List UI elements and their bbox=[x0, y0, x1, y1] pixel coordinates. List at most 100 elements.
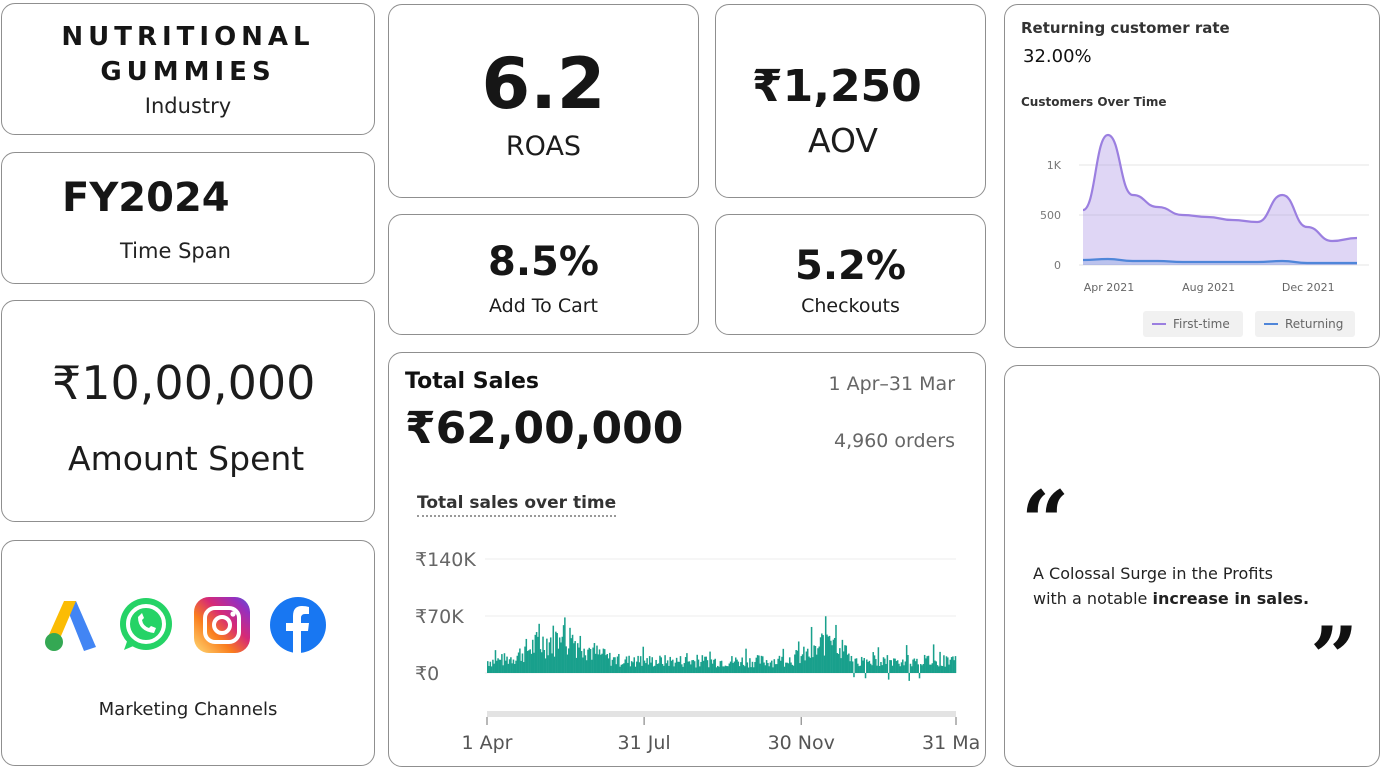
sales-bar bbox=[583, 648, 585, 673]
sales-bar bbox=[634, 666, 637, 673]
sales-bar bbox=[948, 664, 950, 673]
sales-bar bbox=[950, 657, 953, 673]
sales-bar bbox=[562, 625, 565, 673]
sales-bar bbox=[598, 649, 601, 673]
sales-bar bbox=[655, 659, 657, 673]
sales-bar bbox=[494, 650, 497, 673]
sales-bar bbox=[776, 664, 778, 673]
sales-bar bbox=[885, 663, 887, 673]
add-to-cart-card: 8.5% Add To Cart bbox=[388, 214, 699, 335]
customers-area-first-time bbox=[1083, 135, 1357, 265]
sales-bar bbox=[902, 659, 904, 673]
add-to-cart-label: Add To Cart bbox=[488, 295, 599, 317]
sales-bar bbox=[663, 665, 665, 673]
sales-bar bbox=[943, 655, 945, 673]
sales-bar bbox=[513, 663, 516, 673]
sales-bar bbox=[675, 657, 678, 673]
sales-bar bbox=[596, 645, 598, 673]
sales-bar bbox=[609, 652, 611, 673]
roas-card: 6.2 ROAS bbox=[388, 4, 699, 198]
sales-bar bbox=[522, 662, 525, 673]
sales-bar bbox=[791, 664, 794, 673]
sales-bar bbox=[664, 655, 666, 673]
sales-bar bbox=[860, 656, 863, 673]
sales-bar bbox=[499, 659, 502, 673]
sales-bar bbox=[506, 656, 508, 673]
sales-bar bbox=[702, 660, 705, 673]
sales-bar bbox=[842, 651, 845, 673]
sales-bar bbox=[805, 651, 808, 673]
sales-bar bbox=[615, 664, 618, 673]
sales-bar bbox=[734, 657, 737, 673]
sales-bar bbox=[533, 652, 535, 673]
sales-bar bbox=[710, 659, 713, 673]
sales-bar bbox=[737, 661, 740, 673]
sales-bar bbox=[606, 654, 609, 673]
sales-bar bbox=[887, 673, 890, 680]
amount-spent-value: ₹10,00,000 bbox=[52, 356, 316, 410]
sales-bar bbox=[700, 661, 702, 673]
sales-bar bbox=[553, 656, 556, 673]
sales-bar bbox=[738, 666, 741, 673]
time-span-card: FY2024 Time Span bbox=[1, 152, 375, 284]
sales-bar bbox=[740, 662, 742, 673]
sales-bar bbox=[693, 661, 696, 673]
legend-returning[interactable]: Returning bbox=[1255, 311, 1355, 337]
sales-bar bbox=[952, 656, 954, 673]
sales-bar bbox=[728, 663, 731, 673]
checkouts-label: Checkouts bbox=[801, 295, 900, 317]
sales-bar bbox=[692, 659, 695, 673]
sales-bar bbox=[800, 656, 803, 673]
sales-bar bbox=[731, 656, 733, 673]
legend-first-time-label: First-time bbox=[1173, 317, 1230, 331]
sales-bar bbox=[551, 653, 553, 673]
sales-bar bbox=[701, 655, 704, 673]
add-to-cart-value: 8.5% bbox=[488, 239, 599, 285]
sales-bar bbox=[521, 653, 524, 673]
aov-value: ₹1,250 bbox=[752, 61, 922, 112]
sales-bar bbox=[677, 661, 679, 673]
sales-bar bbox=[815, 654, 818, 673]
sales-bar bbox=[618, 653, 620, 673]
sales-bar bbox=[654, 665, 656, 673]
sales-bar bbox=[827, 636, 830, 673]
sales-bar bbox=[898, 663, 900, 673]
sales-xtick: 31 Jul bbox=[618, 732, 671, 754]
sales-bar bbox=[607, 658, 610, 673]
sales-bar bbox=[935, 661, 937, 673]
checkouts-value: 5.2% bbox=[795, 243, 906, 289]
sales-bar bbox=[587, 649, 589, 673]
sales-bar bbox=[863, 658, 866, 673]
sales-bar bbox=[845, 645, 848, 673]
sales-bar bbox=[697, 659, 700, 673]
sales-bar bbox=[772, 667, 774, 673]
sales-range-track[interactable] bbox=[487, 711, 956, 717]
sales-bar bbox=[774, 664, 777, 673]
sales-bar bbox=[826, 634, 828, 673]
customers-ytick: 0 bbox=[1054, 259, 1061, 272]
sales-bar bbox=[770, 660, 773, 673]
legend-line-returning bbox=[1264, 323, 1278, 325]
sales-bar bbox=[832, 639, 835, 673]
sales-bar bbox=[778, 655, 781, 673]
sales-bar bbox=[851, 661, 854, 673]
sales-bar bbox=[510, 657, 512, 673]
legend-first-time[interactable]: First-time bbox=[1143, 311, 1243, 337]
sales-bar bbox=[925, 658, 927, 673]
channel-icons bbox=[40, 595, 328, 655]
sales-bar bbox=[850, 655, 853, 673]
sales-bar bbox=[630, 661, 633, 673]
sales-bar bbox=[660, 657, 662, 673]
sales-bar bbox=[637, 655, 639, 673]
sales-bar bbox=[940, 665, 943, 673]
sales-bar bbox=[809, 657, 812, 673]
sales-bar bbox=[862, 660, 864, 673]
sales-bar bbox=[633, 657, 636, 673]
sales-bar bbox=[864, 673, 867, 679]
quote-line1: A Colossal Surge in the Profits bbox=[1033, 564, 1273, 583]
sales-bar bbox=[839, 648, 841, 673]
marketing-channels-label: Marketing Channels bbox=[98, 699, 278, 720]
sales-bar bbox=[792, 665, 795, 673]
customers-ytick: 1K bbox=[1047, 159, 1062, 172]
sales-bar bbox=[782, 648, 785, 673]
